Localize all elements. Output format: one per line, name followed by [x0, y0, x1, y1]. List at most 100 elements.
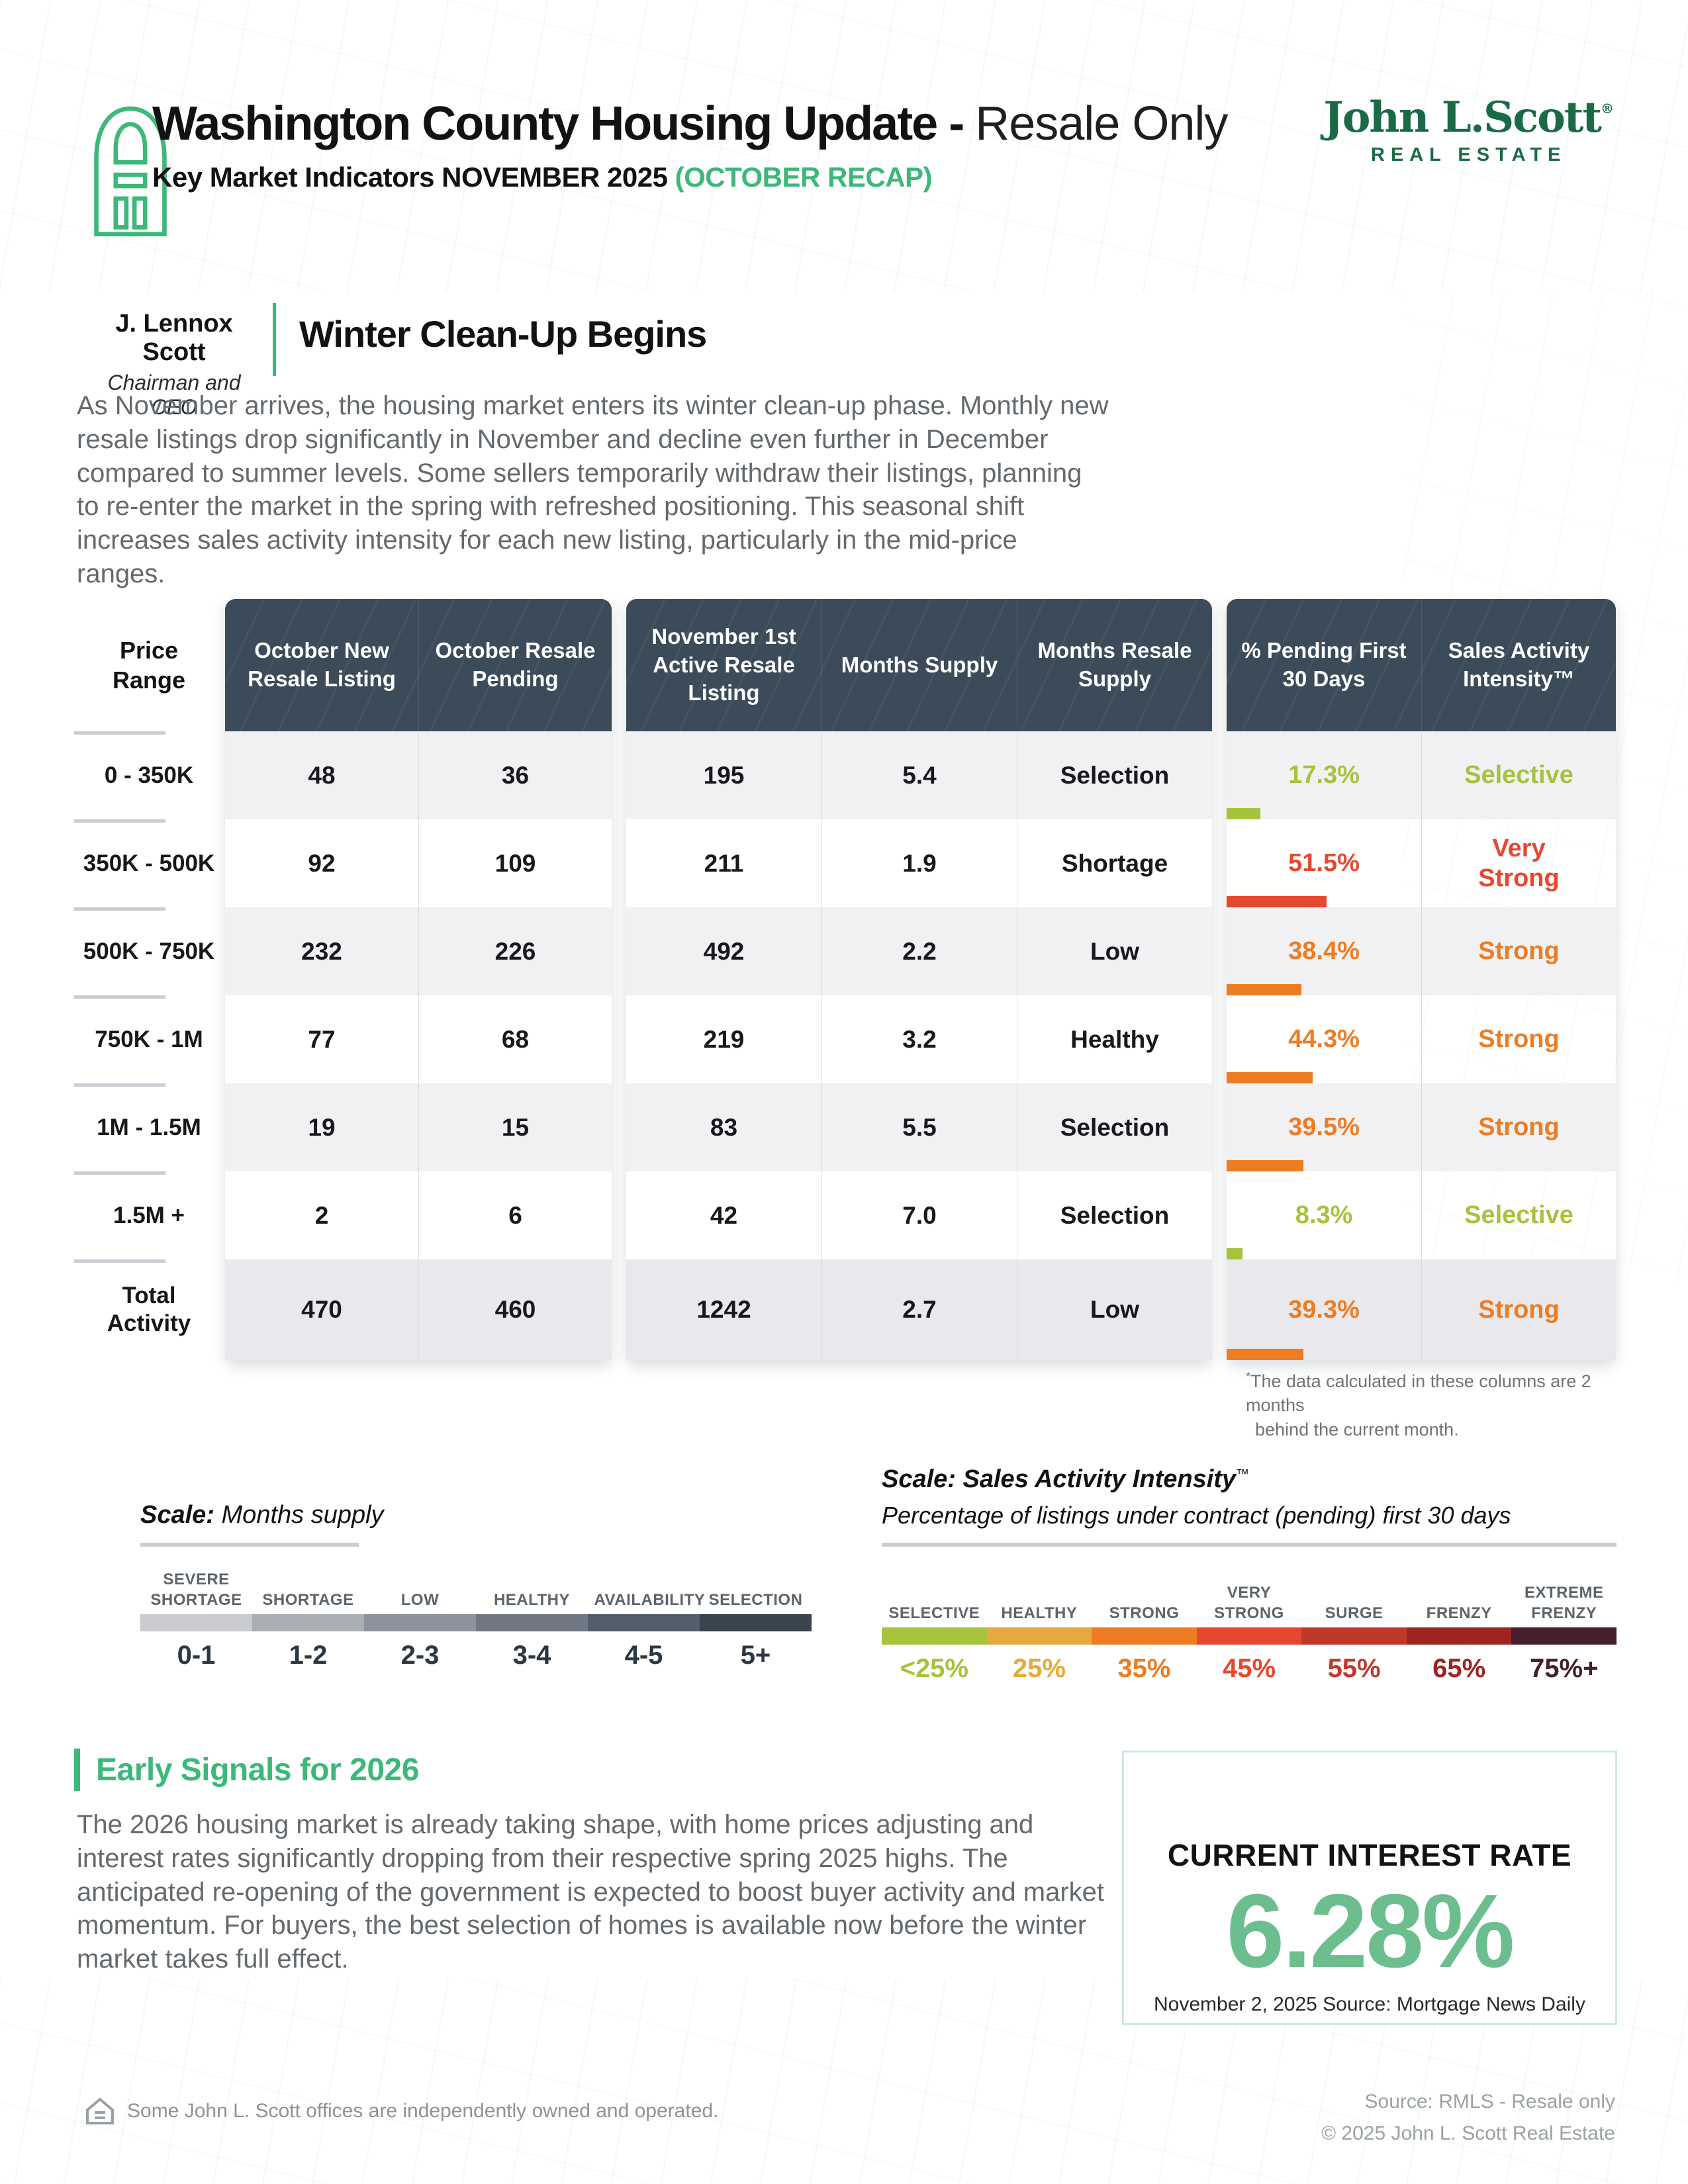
author-role: Chairman and CEO [107, 371, 241, 419]
intensity-cell: Strong [1421, 1259, 1616, 1360]
intensity-scale-gradient-bar [882, 1627, 1617, 1645]
page-subtitle: Key Market Indicators NOVEMBER 2025 (OCT… [152, 161, 933, 193]
table-row: 42 7.0 Selection [626, 1171, 1212, 1259]
price-range-label-total: Total Activity [73, 1259, 225, 1360]
months-scale-title: Scale: Months supply [140, 1501, 384, 1529]
table-row: 44.3% Strong [1227, 995, 1616, 1083]
table-row-total: 470 460 [225, 1259, 612, 1360]
door-icon [91, 101, 169, 244]
price-range-label: 1M - 1.5M [73, 1083, 225, 1171]
early-signals-heading: Early Signals for 2026 [74, 1749, 419, 1791]
intensity-columns-card: % Pending First 30 Days Sales Activity I… [1227, 599, 1616, 1360]
interest-rate-value: 6.28% [1226, 1873, 1515, 1989]
market-indicators-table: Price Range 0 - 350K 350K - 500K 500K - … [73, 599, 1616, 1360]
article-headline: Winter Clean-Up Begins [299, 313, 707, 355]
column-header: October Resale Pending [418, 599, 612, 731]
table-row: 17.3% Selective [1227, 731, 1616, 819]
table-row-total: 39.3% Strong [1227, 1259, 1616, 1360]
interest-rate-box: CURRENT INTEREST RATE 6.28% November 2, … [1122, 1751, 1617, 2025]
pct-pending-cell: 51.5% [1227, 819, 1421, 907]
months-supply-scale: Scale: Months supply SEVERE SHORTAGE SHO… [140, 1501, 812, 1670]
table-footnote: *The data calculated in these columns ar… [1246, 1370, 1591, 1439]
pct-pending-cell: 39.3% [1227, 1259, 1421, 1360]
footer-copyright-line: © 2025 John L. Scott Real Estate [1321, 2122, 1615, 2144]
pct-pending-bar [1227, 1248, 1243, 1259]
page-title: Washington County Housing Update - Resal… [152, 97, 1228, 150]
table-row: 211 1.9 Shortage [626, 819, 1212, 907]
column-header: % Pending First 30 Days [1241, 638, 1407, 691]
footer-disclaimer: Some John L. Scott offices are independe… [85, 2097, 718, 2126]
interest-rate-label: CURRENT INTEREST RATE [1167, 1838, 1572, 1872]
months-scale-gradient-bar [140, 1614, 812, 1631]
column-header: November 1st Active Resale Listing [651, 623, 796, 705]
pct-pending-cell: 38.4% [1227, 907, 1421, 995]
price-range-label: 350K - 500K [73, 819, 225, 907]
intensity-scale-values: <25% 25% 35% 45% 55% 65% 75%+ [900, 1654, 1599, 1683]
price-range-label: 750K - 1M [73, 995, 225, 1083]
early-signals-paragraph: The 2026 housing market is already takin… [77, 1810, 1105, 1974]
table-row: 77 68 [225, 995, 612, 1083]
pct-pending-bar [1227, 808, 1260, 819]
header-titles: Washington County Housing Update - Resal… [152, 97, 1228, 193]
price-range-label: 1.5M + [73, 1171, 225, 1259]
november-columns-card: November 1st Active Resale Listing Month… [626, 599, 1212, 1360]
price-range-column: Price Range 0 - 350K 350K - 500K 500K - … [73, 599, 225, 1360]
table-row: 38.4% Strong [1227, 907, 1616, 995]
logo-wordmark: John L.Scott® [1323, 93, 1614, 142]
intensity-cell: Selective [1421, 731, 1616, 819]
pct-pending-cell: 44.3% [1227, 995, 1421, 1083]
table-row: 83 5.5 Selection [626, 1083, 1212, 1171]
intensity-cell: Selective [1421, 1171, 1616, 1259]
pct-pending-bar [1227, 984, 1301, 995]
table-row: 195 5.4 Selection [626, 731, 1212, 819]
author-name: J. Lennox Scott [115, 310, 233, 366]
sales-activity-intensity-scale: Scale: Sales Activity Intensity™ Percent… [882, 1465, 1617, 1684]
byline: J. Lennox Scott Chairman and CEO [85, 310, 263, 420]
green-accent-bar [74, 1749, 80, 1791]
pct-pending-bar [1227, 1072, 1313, 1083]
pct-pending-cell: 17.3% [1227, 731, 1421, 819]
intensity-scale-title: Scale: Sales Activity Intensity™ [882, 1465, 1250, 1493]
logo-tagline: REAL ESTATE [1370, 144, 1567, 165]
table-row: 51.5% Very Strong [1227, 819, 1616, 907]
months-scale-ranges: 0-1 1-2 2-3 3-4 4-5 5+ [177, 1641, 771, 1670]
pct-pending-cell: 39.5% [1227, 1083, 1421, 1171]
table-row: 492 2.2 Low [626, 907, 1212, 995]
october-columns-header: October New Resale Listing October Resal… [225, 599, 612, 731]
intensity-scale-labels: SELECTIVE HEALTHY STRONG VERY STRONG SUR… [888, 1583, 1604, 1622]
intensity-cell: Very Strong [1421, 819, 1616, 907]
column-header: Months Resale Supply [1017, 599, 1212, 731]
pct-pending-bar [1227, 896, 1327, 907]
table-row: 8.3% Selective [1227, 1171, 1616, 1259]
pct-pending-bar [1227, 1160, 1304, 1171]
table-row: 39.5% Strong [1227, 1083, 1616, 1171]
intensity-cell: Strong [1421, 995, 1616, 1083]
october-columns-card: October New Resale Listing October Resal… [225, 599, 612, 1360]
table-row: 219 3.2 Healthy [626, 995, 1212, 1083]
intensity-scale-subtitle: Percentage of listings under contract (p… [882, 1502, 1511, 1529]
table-row: 92 109 [225, 819, 612, 907]
registered-mark-icon: ® [1601, 101, 1614, 116]
house-icon [86, 2097, 114, 2124]
column-header: Sales Activity Intensity™ [1421, 599, 1616, 731]
pct-pending-bar [1227, 1349, 1303, 1360]
intensity-cell: Strong [1421, 1083, 1616, 1171]
table-row: 19 15 [225, 1083, 612, 1171]
months-scale-labels: SEVERE SHORTAGE SHORTAGE LOW HEALTHY AVA… [150, 1570, 803, 1609]
scale-underline [140, 1543, 359, 1547]
table-row: 48 36 [225, 731, 612, 819]
column-header: Months Supply [821, 599, 1017, 731]
intensity-columns-header: % Pending First 30 Days Sales Activity I… [1227, 599, 1616, 731]
column-header: October New Resale Listing [248, 638, 396, 691]
footer-source-line: Source: RMLS - Resale only [1364, 2091, 1616, 2113]
pct-pending-cell: 8.3% [1227, 1171, 1421, 1259]
table-row-total: 1242 2.7 Low [626, 1259, 1212, 1360]
november-columns-header: November 1st Active Resale Listing Month… [626, 599, 1212, 731]
intro-paragraph: As November arrives, the housing market … [77, 391, 1109, 588]
page-title-resale-only: Resale Only [975, 97, 1228, 150]
footer-source: Source: RMLS - Resale only © 2025 John L… [1321, 2086, 1615, 2150]
price-range-label: 500K - 750K [73, 907, 225, 995]
interest-rate-source: November 2, 2025 Source: Mortgage News D… [1154, 1993, 1585, 2015]
